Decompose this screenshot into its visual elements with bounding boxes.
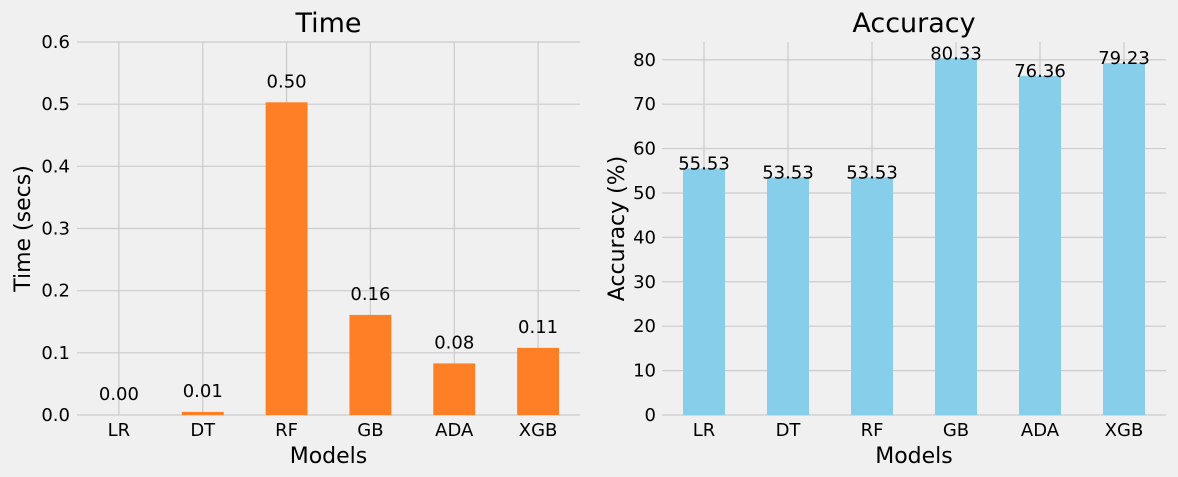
bar-value-label: 79.23: [1098, 48, 1150, 69]
x-tick-label: GB: [357, 420, 383, 441]
x-tick-label: DT: [776, 420, 802, 441]
bar-value-label: 55.53: [678, 153, 730, 174]
bar: [851, 177, 893, 415]
bar-value-label: 76.36: [1014, 61, 1066, 82]
y-tick-label: 70: [633, 94, 656, 115]
y-tick-label: 0.4: [41, 156, 70, 177]
y-axis-label: Accuracy (%): [605, 156, 630, 302]
bar-value-label: 80.33: [930, 43, 982, 64]
bar: [1103, 63, 1145, 416]
time-chart: 0.0 0.1 0.2 0.3 0.4 0.5 0.6 LR DT RF GB ADA XGB 0.00 0…: [11, 8, 580, 469]
bar-value-label: 0.11: [518, 317, 558, 338]
y-tick-label: 0.5: [41, 94, 70, 115]
x-tick-label: ADA: [1021, 420, 1060, 441]
chart-title: Accuracy: [852, 8, 975, 39]
y-tick-label: 0.0: [41, 405, 70, 426]
y-tick-label: 40: [633, 227, 656, 248]
x-axis-label: Models: [875, 444, 953, 469]
x-tick-label: XGB: [519, 420, 558, 441]
bar: [935, 58, 977, 416]
bar-value-label: 0.08: [434, 332, 474, 353]
bar: [1019, 75, 1061, 416]
bar-value-label: 0.16: [350, 284, 390, 305]
bar: [683, 168, 725, 415]
x-tick-label: LR: [108, 420, 131, 441]
y-tick-label: 10: [633, 361, 656, 382]
y-tick-label: 0: [645, 405, 656, 426]
bar-value-label: 0.50: [267, 71, 307, 92]
bar: [433, 363, 476, 415]
y-axis-label: Time (secs): [11, 165, 36, 293]
x-tick-label: RF: [861, 420, 884, 441]
y-tick-label: 60: [633, 139, 656, 160]
bar: [517, 347, 560, 415]
x-tick-label: RF: [275, 420, 298, 441]
bar: [349, 314, 392, 415]
x-tick-label: LR: [693, 420, 716, 441]
bar-value-label: 0.01: [183, 381, 223, 402]
accuracy-chart: 0 10 20 30 40 50 60 70 80 LR DT RF GB ADA XGB 55.53 53.5…: [605, 8, 1166, 469]
bar-value-label: 53.53: [846, 162, 898, 183]
y-tick-label: 0.3: [41, 219, 70, 240]
x-axis-label: Models: [290, 444, 368, 469]
y-tick-label: 50: [633, 183, 656, 204]
bar-value-label: 0.00: [99, 384, 139, 405]
bar: [767, 177, 809, 415]
y-tick-label: 0.6: [41, 32, 70, 53]
y-tick-label: 30: [633, 272, 656, 293]
y-tick-label: 0.2: [41, 281, 70, 302]
y-tick-label: 0.1: [41, 343, 70, 364]
x-tick-label: ADA: [435, 420, 474, 441]
x-tick-label: DT: [190, 420, 216, 441]
x-tick-label: GB: [943, 420, 969, 441]
y-tick-label: 20: [633, 316, 656, 337]
bar-value-label: 53.53: [762, 162, 814, 183]
bar: [181, 411, 224, 415]
bar: [265, 102, 308, 415]
x-tick-label: XGB: [1105, 420, 1144, 441]
y-tick-label: 80: [633, 50, 656, 71]
chart-title: Time: [294, 8, 361, 39]
